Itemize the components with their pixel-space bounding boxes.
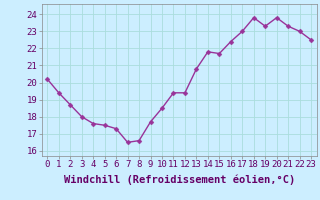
- X-axis label: Windchill (Refroidissement éolien,°C): Windchill (Refroidissement éolien,°C): [64, 175, 295, 185]
